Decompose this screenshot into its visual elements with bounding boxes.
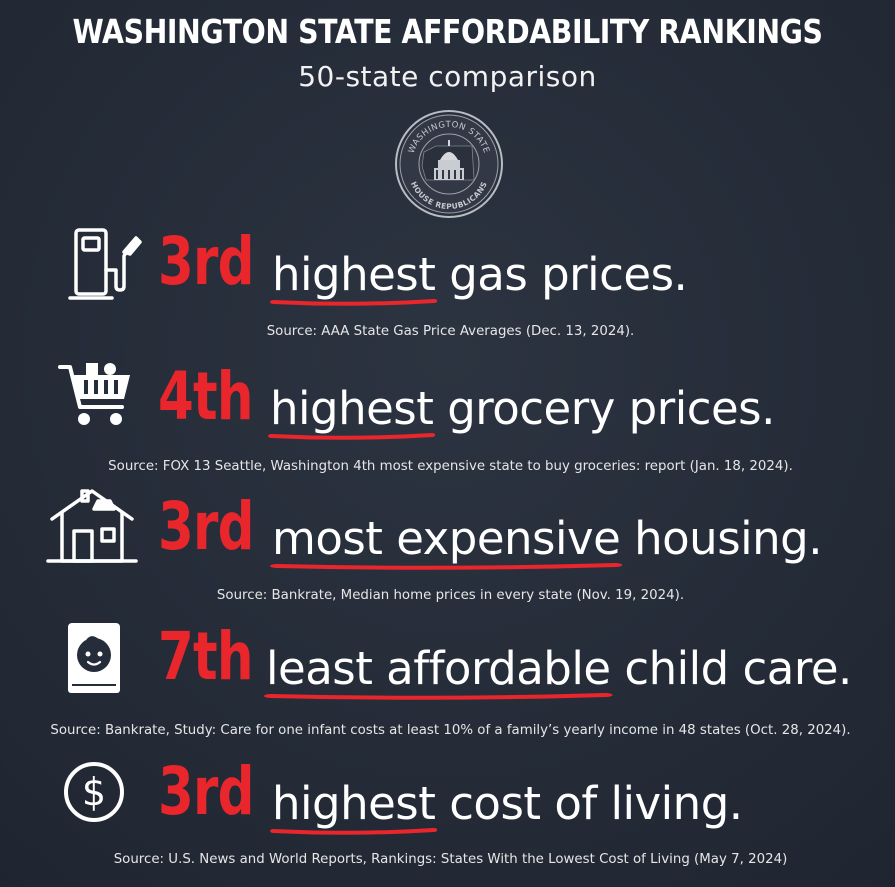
- baby-book-icon: [66, 621, 122, 695]
- highlight-housing: most expensive: [270, 512, 623, 570]
- page-title: WASHINGTON STATE AFFORDABILITY RANKINGS: [72, 12, 823, 51]
- red-underline: [268, 431, 436, 441]
- highlight-cost-of-living: highest: [270, 777, 438, 835]
- red-underline: [270, 561, 623, 571]
- house-republicans-seal: WASHINGTON STATE HOUSE REPUBLICANS: [390, 108, 508, 220]
- red-underline: [264, 691, 613, 701]
- phrase-gas: highest gas prices.: [270, 248, 688, 306]
- svg-text:$: $: [82, 770, 106, 814]
- shopping-cart-icon: [58, 361, 134, 429]
- highlight-grocery: highest: [268, 382, 436, 440]
- highlight-gas: highest: [270, 248, 438, 306]
- ranking-row-cost-of-living: $ 3rd highest cost of living. Source: U.…: [0, 750, 895, 870]
- ranking-row-housing: 3rd most expensive housing. Source: Bank…: [0, 485, 895, 605]
- phrase-childcare: least affordable child care.: [264, 642, 852, 700]
- source-grocery: Source: FOX 13 Seattle, Washington 4th m…: [108, 458, 793, 474]
- phrase-cost-of-living: highest cost of living.: [270, 777, 743, 835]
- red-underline: [270, 826, 438, 836]
- gas-pump-icon: [66, 226, 142, 306]
- phrase-grocery: highest grocery prices.: [268, 382, 775, 440]
- page-subtitle: 50-state comparison: [298, 60, 597, 93]
- red-underline: [270, 297, 438, 307]
- ranking-row-grocery: 4th highest grocery prices. Source: FOX …: [0, 355, 895, 475]
- dollar-circle-icon: $: [62, 760, 126, 824]
- rank-gas: 3rd: [158, 223, 254, 300]
- source-gas: Source: AAA State Gas Price Averages (De…: [266, 323, 635, 339]
- source-cost-of-living: Source: U.S. News and World Reports, Ran…: [113, 851, 788, 867]
- rank-childcare: 7th: [158, 618, 254, 695]
- source-housing: Source: Bankrate, Median home prices in …: [216, 587, 685, 603]
- rank-cost-of-living: 3rd: [158, 753, 254, 830]
- rank-grocery: 4th: [158, 358, 254, 435]
- source-childcare: Source: Bankrate, Study: Care for one in…: [50, 722, 851, 738]
- house-icon: [46, 487, 138, 567]
- phrase-housing: most expensive housing.: [270, 512, 823, 570]
- ranking-row-gas: 3rd highest gas prices. Source: AAA Stat…: [0, 220, 895, 340]
- rank-housing: 3rd: [158, 488, 254, 565]
- ranking-row-childcare: 7th least affordable child care. Source:…: [0, 615, 895, 738]
- highlight-childcare: least affordable: [264, 642, 613, 700]
- seal-logo-icon: WASHINGTON STATE HOUSE REPUBLICANS: [395, 110, 503, 218]
